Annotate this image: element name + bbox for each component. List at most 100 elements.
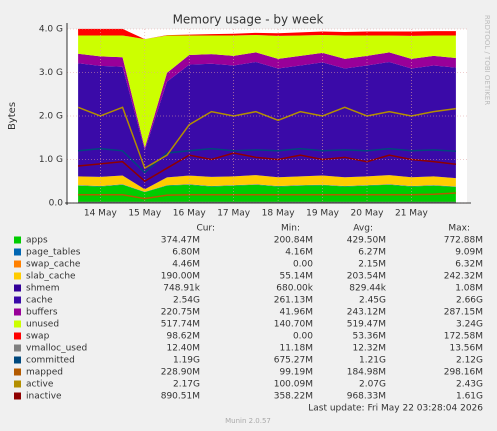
legend-avg: 429.50M bbox=[347, 236, 386, 246]
line-mapped bbox=[78, 192, 456, 200]
legend-header: Max: bbox=[448, 224, 470, 234]
legend-max: 772.88M bbox=[444, 236, 483, 246]
legend-cur: 4.46M bbox=[172, 260, 200, 270]
legend-min: 100.09M bbox=[274, 380, 313, 390]
legend-swatch bbox=[14, 380, 21, 388]
legend-swatch bbox=[14, 356, 21, 364]
y-tick-label: 2.0 G bbox=[39, 112, 63, 122]
legend-cur: 2.54G bbox=[173, 296, 200, 306]
area-slab_cache bbox=[78, 175, 456, 192]
y-tick-label: 1.0 G bbox=[39, 155, 63, 165]
y-tick-label: 4.0 G bbox=[39, 25, 63, 35]
legend-swatch bbox=[14, 248, 21, 256]
legend-cur: 12.40M bbox=[166, 344, 200, 354]
legend-max: 9.09M bbox=[455, 248, 483, 258]
legend-cur: 374.47M bbox=[161, 236, 200, 246]
legend-avg: 6.27M bbox=[358, 248, 386, 258]
x-tick-label: 18 May bbox=[262, 209, 296, 219]
legend-min: 0.00 bbox=[293, 260, 313, 270]
legend-max: 242.32M bbox=[444, 272, 483, 282]
x-tick-label: 16 May bbox=[173, 209, 207, 219]
legend-min: 0.00 bbox=[293, 332, 313, 342]
footer: Munin 2.0.57 bbox=[225, 417, 271, 425]
legend-label: vmalloc_used bbox=[26, 344, 87, 354]
legend-label: mapped bbox=[26, 368, 63, 378]
legend-cur: 2.17G bbox=[173, 380, 200, 390]
legend-max: 287.15M bbox=[444, 308, 483, 318]
legend-swatch bbox=[14, 272, 21, 280]
legend-label: active bbox=[26, 380, 54, 390]
line-committed bbox=[78, 147, 456, 174]
legend-cur: 220.75M bbox=[161, 308, 200, 318]
legend-label: cache bbox=[26, 296, 53, 306]
legend-max: 6.32M bbox=[455, 260, 483, 270]
legend-swatch bbox=[14, 344, 21, 352]
legend-swatch bbox=[14, 260, 21, 268]
legend-label: swap_cache bbox=[26, 260, 81, 270]
legend-min: 680.00k bbox=[276, 284, 313, 294]
legend-cur: 890.51M bbox=[161, 392, 200, 402]
legend-avg: 968.33M bbox=[347, 392, 386, 402]
y-axis-label: Bytes bbox=[7, 102, 18, 130]
legend-header: Avg: bbox=[353, 224, 373, 234]
legend-max: 3.24G bbox=[456, 320, 483, 330]
legend-min: 200.84M bbox=[274, 236, 313, 246]
legend-avg: 2.45G bbox=[359, 296, 386, 306]
legend-max: 13.56M bbox=[449, 344, 483, 354]
legend-label: committed bbox=[26, 356, 75, 366]
legend-swatch bbox=[14, 392, 21, 400]
area-buffers bbox=[78, 52, 456, 151]
legend-swatch bbox=[14, 308, 21, 316]
line-active bbox=[77, 106, 456, 170]
chart-title: Memory usage - by week bbox=[173, 13, 324, 27]
legend-label: shmem bbox=[26, 284, 59, 294]
area-apps bbox=[78, 184, 456, 203]
legend-label: apps bbox=[26, 236, 48, 246]
y-tick-label: 0.0 bbox=[49, 199, 64, 209]
area-swap bbox=[78, 28, 456, 40]
legend-cur: 190.00M bbox=[161, 272, 200, 282]
legend-avg: 53.36M bbox=[352, 332, 386, 342]
areas bbox=[78, 28, 456, 203]
legend-min: 140.70M bbox=[274, 320, 313, 330]
lines bbox=[77, 106, 456, 204]
legend-max: 172.58M bbox=[444, 332, 483, 342]
legend-min: 4.16M bbox=[285, 248, 313, 258]
legend-swatch bbox=[14, 332, 21, 340]
legend-label: unused bbox=[26, 320, 59, 330]
legend-cur: 228.90M bbox=[161, 368, 200, 378]
legend-min: 675.27M bbox=[274, 356, 313, 366]
legend-avg: 12.32M bbox=[352, 344, 386, 354]
x-tick-label: 17 May bbox=[217, 209, 251, 219]
legend-swatch bbox=[14, 368, 21, 376]
legend-label: page_tables bbox=[26, 248, 81, 258]
area-cache bbox=[78, 61, 456, 190]
x-tick-label: 21 May bbox=[395, 209, 429, 219]
legend-min: 11.18M bbox=[279, 344, 313, 354]
line-inactive bbox=[78, 152, 456, 183]
x-tick-label: 15 May bbox=[128, 209, 162, 219]
legend-min: 261.13M bbox=[274, 296, 313, 306]
legend-avg: 203.54M bbox=[347, 272, 386, 282]
legend-label: inactive bbox=[26, 392, 62, 402]
area-page_tables bbox=[78, 184, 456, 193]
side-label: RRDTOOL / TOBI OETIKER bbox=[483, 15, 491, 105]
legend-avg: 2.07G bbox=[359, 380, 386, 390]
legend-avg: 243.12M bbox=[347, 308, 386, 318]
legend-max: 2.12G bbox=[456, 356, 483, 366]
legend-swatch bbox=[14, 296, 21, 304]
legend-swatch bbox=[14, 236, 21, 244]
legend-avg: 519.47M bbox=[347, 320, 386, 330]
y-tick-label: 3.0 G bbox=[39, 68, 63, 78]
legend-label: swap bbox=[26, 332, 50, 342]
legend-avg: 2.15M bbox=[358, 260, 386, 270]
last-update: Last update: Fri May 22 03:28:04 2026 bbox=[308, 404, 483, 414]
legend-cur: 1.19G bbox=[173, 356, 200, 366]
legend-min: 358.22M bbox=[274, 392, 313, 402]
legend-label: slab_cache bbox=[26, 272, 76, 282]
legend-avg: 184.98M bbox=[347, 368, 386, 378]
x-tick-label: 14 May bbox=[84, 209, 118, 219]
legend-max: 1.08M bbox=[455, 284, 483, 294]
legend-min: 55.14M bbox=[279, 272, 313, 282]
